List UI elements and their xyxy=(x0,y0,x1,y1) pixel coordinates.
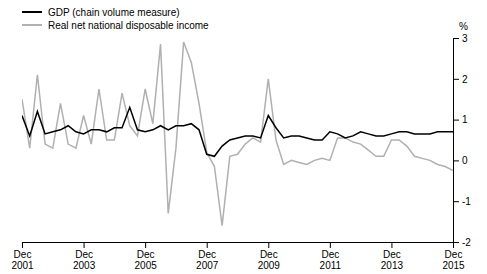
tick-label-line: Dec xyxy=(198,249,216,260)
tick-label-line: 2011 xyxy=(320,260,342,271)
tick: Dec2005 xyxy=(135,242,158,271)
chart: Dec2001Dec2003Dec2005Dec2007Dec2009Dec20… xyxy=(0,0,487,274)
tick-label: 1 xyxy=(462,114,468,125)
tick: Dec2001 xyxy=(11,242,34,271)
tick-label-line: 2015 xyxy=(442,260,465,271)
tick-mark xyxy=(22,242,23,248)
tick-mark xyxy=(330,242,331,248)
legend-item: Real net national disposable income xyxy=(22,20,209,31)
legend-item: GDP (chain volume measure) xyxy=(22,7,180,18)
tick-mark xyxy=(391,242,392,248)
tick-mark xyxy=(453,242,459,243)
tick: 3 xyxy=(453,33,468,44)
tick-label: 3 xyxy=(462,33,468,44)
tick-label: -1 xyxy=(462,196,471,207)
axis-line xyxy=(23,243,454,249)
line xyxy=(22,42,453,226)
axis-line xyxy=(454,39,460,243)
tick: Dec2013 xyxy=(381,242,404,271)
tick-mark xyxy=(268,242,269,248)
tick: -2 xyxy=(453,237,471,248)
plot: Dec2001Dec2003Dec2005Dec2007Dec2009Dec20… xyxy=(11,21,471,271)
tick-label-line: Dec xyxy=(75,249,93,260)
tick-mark xyxy=(453,160,459,161)
tick-label: Dec2013 xyxy=(381,249,404,271)
tick-label-line: 2001 xyxy=(11,260,34,271)
tick-label-line: Dec xyxy=(383,249,401,260)
tick-label-line: 2007 xyxy=(196,260,219,271)
tick-label: Dec2007 xyxy=(196,249,219,271)
tick-label-line: 2005 xyxy=(135,260,158,271)
tick-label: Dec2015 xyxy=(442,249,465,271)
tick-label-line: Dec xyxy=(137,249,155,260)
tick: Dec2007 xyxy=(196,242,219,271)
tick-label: -2 xyxy=(462,237,471,248)
tick-label-line: 2009 xyxy=(258,260,281,271)
tick-label: Dec2003 xyxy=(73,249,96,271)
tick-label: Dec2011 xyxy=(320,249,342,271)
legend-swatch xyxy=(22,24,42,26)
tick-label: Dec2009 xyxy=(258,249,281,271)
tick-label-line: 2003 xyxy=(73,260,96,271)
tick-label-line: Dec xyxy=(14,249,32,260)
tick-mark xyxy=(84,242,85,248)
tick-mark xyxy=(453,201,459,202)
tick: Dec2009 xyxy=(258,242,281,271)
y-axis: -2 -1 0 1 2 3 xyxy=(453,33,471,248)
tick: 0 xyxy=(453,155,468,166)
x-axis: Dec2001Dec2003Dec2005Dec2007Dec2009Dec20… xyxy=(11,242,465,271)
legend: GDP (chain volume measure) Real net natio… xyxy=(22,7,209,31)
tick-label-line: Dec xyxy=(321,249,339,260)
y-axis-title: % xyxy=(459,21,468,32)
tick-mark xyxy=(453,120,459,121)
tick: Dec2011 xyxy=(320,242,342,271)
tick-label: 0 xyxy=(462,155,468,166)
tick-mark xyxy=(453,38,459,39)
tick-mark xyxy=(145,242,146,248)
tick: 2 xyxy=(453,74,468,85)
tick-label: Dec2001 xyxy=(11,249,34,271)
tick: -1 xyxy=(453,196,471,207)
tick: Dec2003 xyxy=(73,242,96,271)
legend-label: GDP (chain volume measure) xyxy=(48,7,180,18)
tick-mark xyxy=(207,242,208,248)
tick-label-line: 2013 xyxy=(381,260,404,271)
tick-label: 2 xyxy=(462,74,468,85)
tick-label-line: Dec xyxy=(260,249,278,260)
legend-label: Real net national disposable income xyxy=(48,20,209,31)
tick-mark xyxy=(453,79,459,80)
tick-label: Dec2005 xyxy=(135,249,158,271)
line xyxy=(22,107,453,156)
legend-swatch xyxy=(22,11,42,13)
tick: 1 xyxy=(453,114,468,125)
tick-label-line: Dec xyxy=(445,249,463,260)
lines xyxy=(22,42,453,226)
